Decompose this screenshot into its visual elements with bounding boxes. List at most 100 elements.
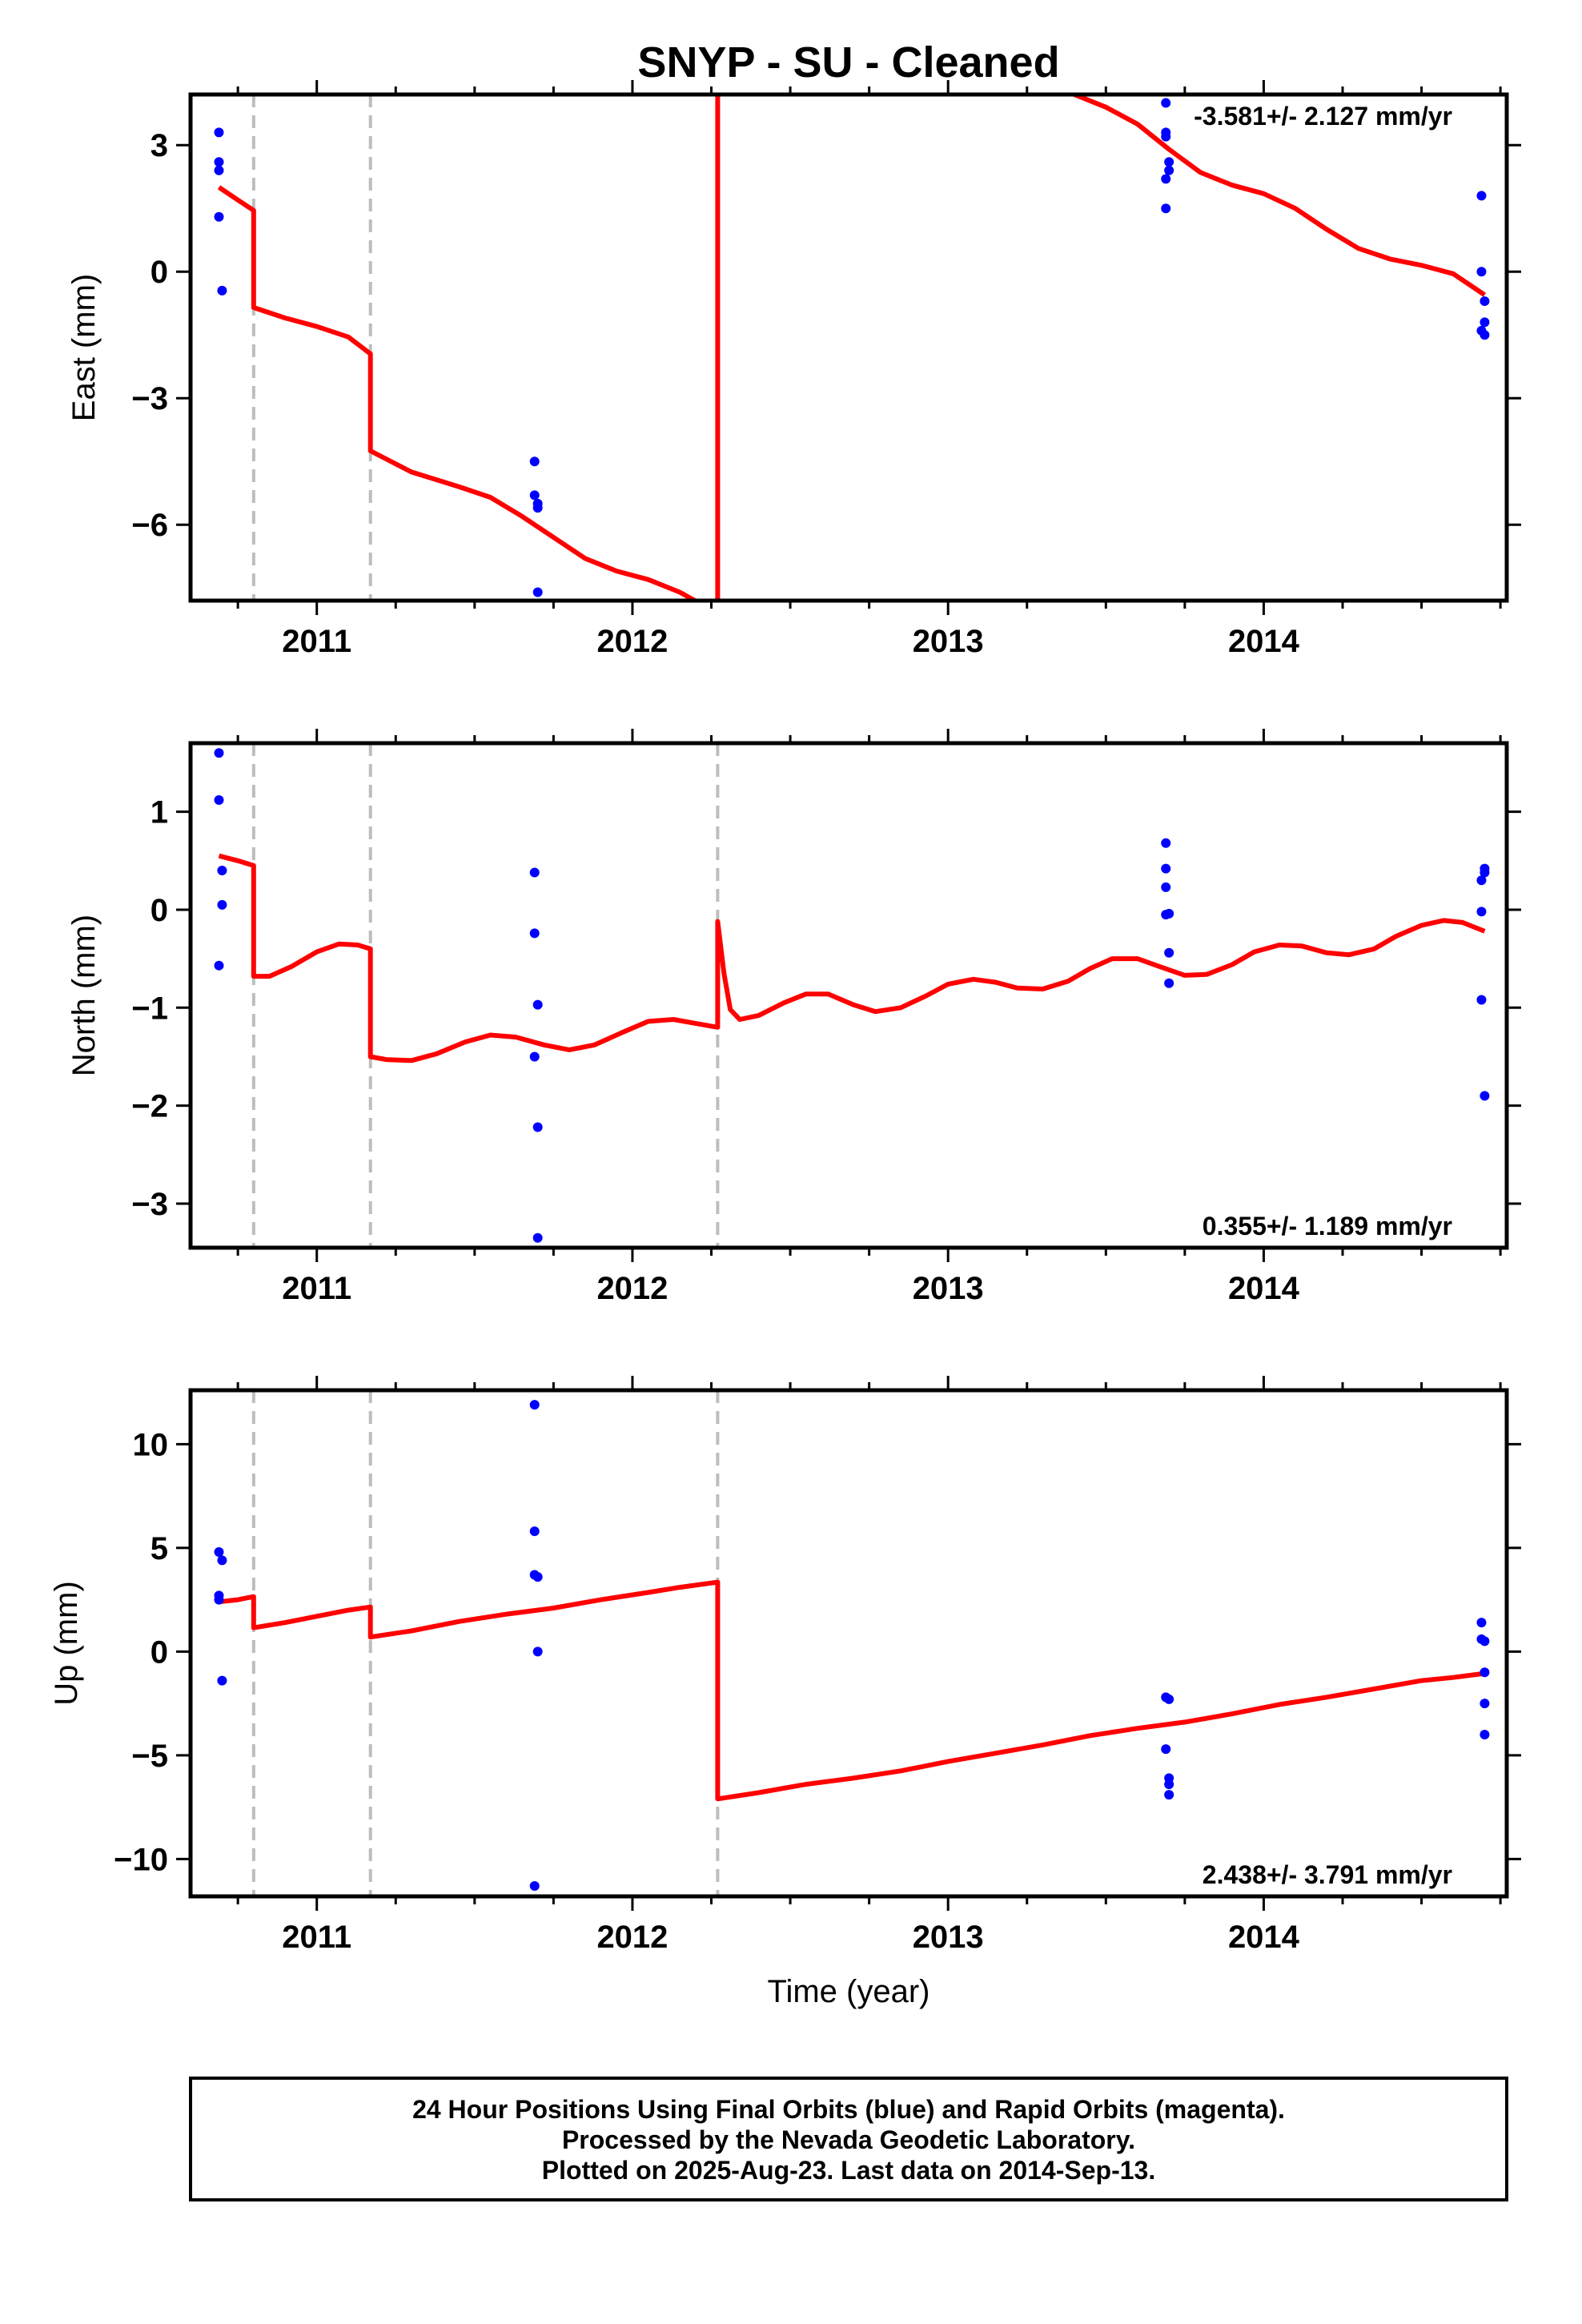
footnote-box xyxy=(189,2077,1508,2201)
up-y-axis-label: Up (mm) xyxy=(49,1581,84,1706)
up-data-point xyxy=(532,1647,543,1657)
north-rate-bg xyxy=(1186,1211,1500,1243)
up-rate-bg xyxy=(1186,1860,1500,1892)
east-y-tick-label: −6 xyxy=(131,508,168,543)
east-data-point xyxy=(1480,317,1490,328)
north-data-point xyxy=(217,866,227,876)
east-data-point xyxy=(214,165,224,175)
north-data-point xyxy=(532,1232,543,1243)
up-data-point xyxy=(1480,1667,1490,1678)
east-x-tick-label: 2012 xyxy=(596,624,668,659)
east-data-point xyxy=(217,285,227,296)
east-data-point xyxy=(1480,296,1490,307)
north-plot-frame xyxy=(188,741,1509,1250)
up-data-point xyxy=(1164,1779,1174,1790)
up-data-point xyxy=(1480,1636,1490,1647)
east-data-point xyxy=(533,617,543,626)
east-data-point xyxy=(529,456,540,467)
footnote-line-2: Processed by the Nevada Geodetic Laborat… xyxy=(562,2125,1135,2154)
up-x-tick-label: 2013 xyxy=(913,1920,984,1955)
up-y-tick-label: −5 xyxy=(131,1739,168,1774)
north-x-tick-label: 2014 xyxy=(1228,1271,1300,1306)
up-x-tick-label: 2012 xyxy=(596,1920,668,1955)
up-x-tick-label: 2014 xyxy=(1228,1920,1300,1955)
north-data-point xyxy=(1161,838,1171,848)
north-data-point xyxy=(1164,947,1174,958)
up-data-point xyxy=(1480,1729,1490,1739)
east-data-point xyxy=(1161,98,1171,108)
up-data-point xyxy=(1164,1790,1174,1800)
north-y-tick-label: 0 xyxy=(151,893,168,928)
east-data-point xyxy=(1476,267,1487,277)
east-rate-bg xyxy=(1186,101,1500,133)
east-x-tick-label: 2014 xyxy=(1228,624,1300,659)
panels: 2011 2012 2013 2014 −6 −3 0 3 East (mm) -3.581+/-… xyxy=(49,80,1521,1955)
up-data-point xyxy=(1476,1618,1487,1628)
up-panel: 2011 2012 2013 2014 −10 −5 0 5 10 Up (mm) 2.438+/-… xyxy=(49,1376,1521,1955)
up-data-point xyxy=(529,1400,540,1410)
north-rate-label: 0.355+/- 1.189 mm/yr xyxy=(1203,1212,1452,1240)
up-model-line xyxy=(219,1579,1485,1802)
up-y-tick-label: 0 xyxy=(151,1634,168,1670)
east-y-axis-label: East (mm) xyxy=(66,274,102,421)
north-data-point xyxy=(1161,882,1171,892)
up-data-point xyxy=(1480,1699,1490,1709)
east-rate-label: -3.581+/- 2.127 mm/yr xyxy=(1194,102,1452,131)
north-y-tick-label: −3 xyxy=(131,1187,168,1222)
east-y-tick-label: −3 xyxy=(131,381,168,416)
east-data-point xyxy=(529,490,540,501)
east-y-tick-label: 3 xyxy=(151,128,168,163)
east-x-tick-label: 2013 xyxy=(913,624,984,659)
north-data-point xyxy=(214,748,224,758)
north-data-point xyxy=(529,1051,540,1062)
footnote-line-3: Plotted on 2025-Aug-23. Last data on 201… xyxy=(542,2156,1155,2185)
north-data-point xyxy=(217,899,227,910)
east-data-point xyxy=(1164,157,1174,167)
east-data-point xyxy=(1164,165,1174,175)
east-data-point xyxy=(214,211,224,222)
north-data-point xyxy=(214,794,224,805)
up-rate-label: 2.438+/- 3.791 mm/yr xyxy=(1203,1860,1452,1889)
north-y-tick-label: −1 xyxy=(131,991,168,1026)
east-data-point xyxy=(1161,203,1171,214)
east-x-tick-label: 2011 xyxy=(282,624,351,659)
east-data-point xyxy=(1480,330,1490,340)
up-data-point xyxy=(217,1555,227,1566)
north-data-point xyxy=(532,999,543,1010)
north-data-point xyxy=(214,960,224,971)
north-panel: 2011 2012 2013 2014 −3 −2 −1 0 1 North (mm) 0.355+… xyxy=(66,729,1521,1306)
up-data-point xyxy=(217,1675,227,1686)
north-data-point xyxy=(1161,910,1171,920)
east-data-point xyxy=(214,157,224,167)
north-data-point xyxy=(1476,995,1487,1005)
north-y-tick-label: 1 xyxy=(151,795,168,830)
north-model-line xyxy=(218,853,1486,1063)
east-panel: 2011 2012 2013 2014 −6 −3 0 3 East (mm) -3.581+/-… xyxy=(66,80,1521,659)
north-data-point xyxy=(1476,875,1487,886)
east-model-line xyxy=(217,94,1487,601)
footnote-line-1: 24 Hour Positions Using Final Orbits (bl… xyxy=(412,2095,1285,2124)
north-x-tick-label: 2011 xyxy=(282,1271,351,1306)
up-data-point xyxy=(1161,1744,1171,1755)
north-x-tick-label: 2012 xyxy=(596,1271,668,1306)
up-data-point xyxy=(1164,1694,1174,1704)
east-data-point xyxy=(1476,191,1487,201)
up-y-tick-label: 5 xyxy=(151,1531,168,1566)
north-data-point xyxy=(529,928,540,939)
up-y-tick-label: 10 xyxy=(133,1427,169,1462)
x-axis-label: Time (year) xyxy=(768,1974,930,2009)
up-x-tick-label: 2011 xyxy=(282,1920,351,1955)
up-data-point xyxy=(214,1547,224,1558)
up-data-point xyxy=(529,1526,540,1537)
north-y-tick-label: −2 xyxy=(131,1089,168,1124)
east-data-point xyxy=(1161,131,1171,142)
north-y-axis-label: North (mm) xyxy=(66,915,102,1076)
east-plot-frame xyxy=(188,92,1509,603)
east-data-point xyxy=(214,127,224,138)
up-data-point xyxy=(529,1881,540,1892)
north-data-point xyxy=(532,1122,543,1132)
north-data-point xyxy=(1480,1091,1490,1101)
north-data-point xyxy=(529,867,540,878)
north-data-point xyxy=(1480,863,1490,874)
up-plot-frame xyxy=(188,1388,1509,1899)
